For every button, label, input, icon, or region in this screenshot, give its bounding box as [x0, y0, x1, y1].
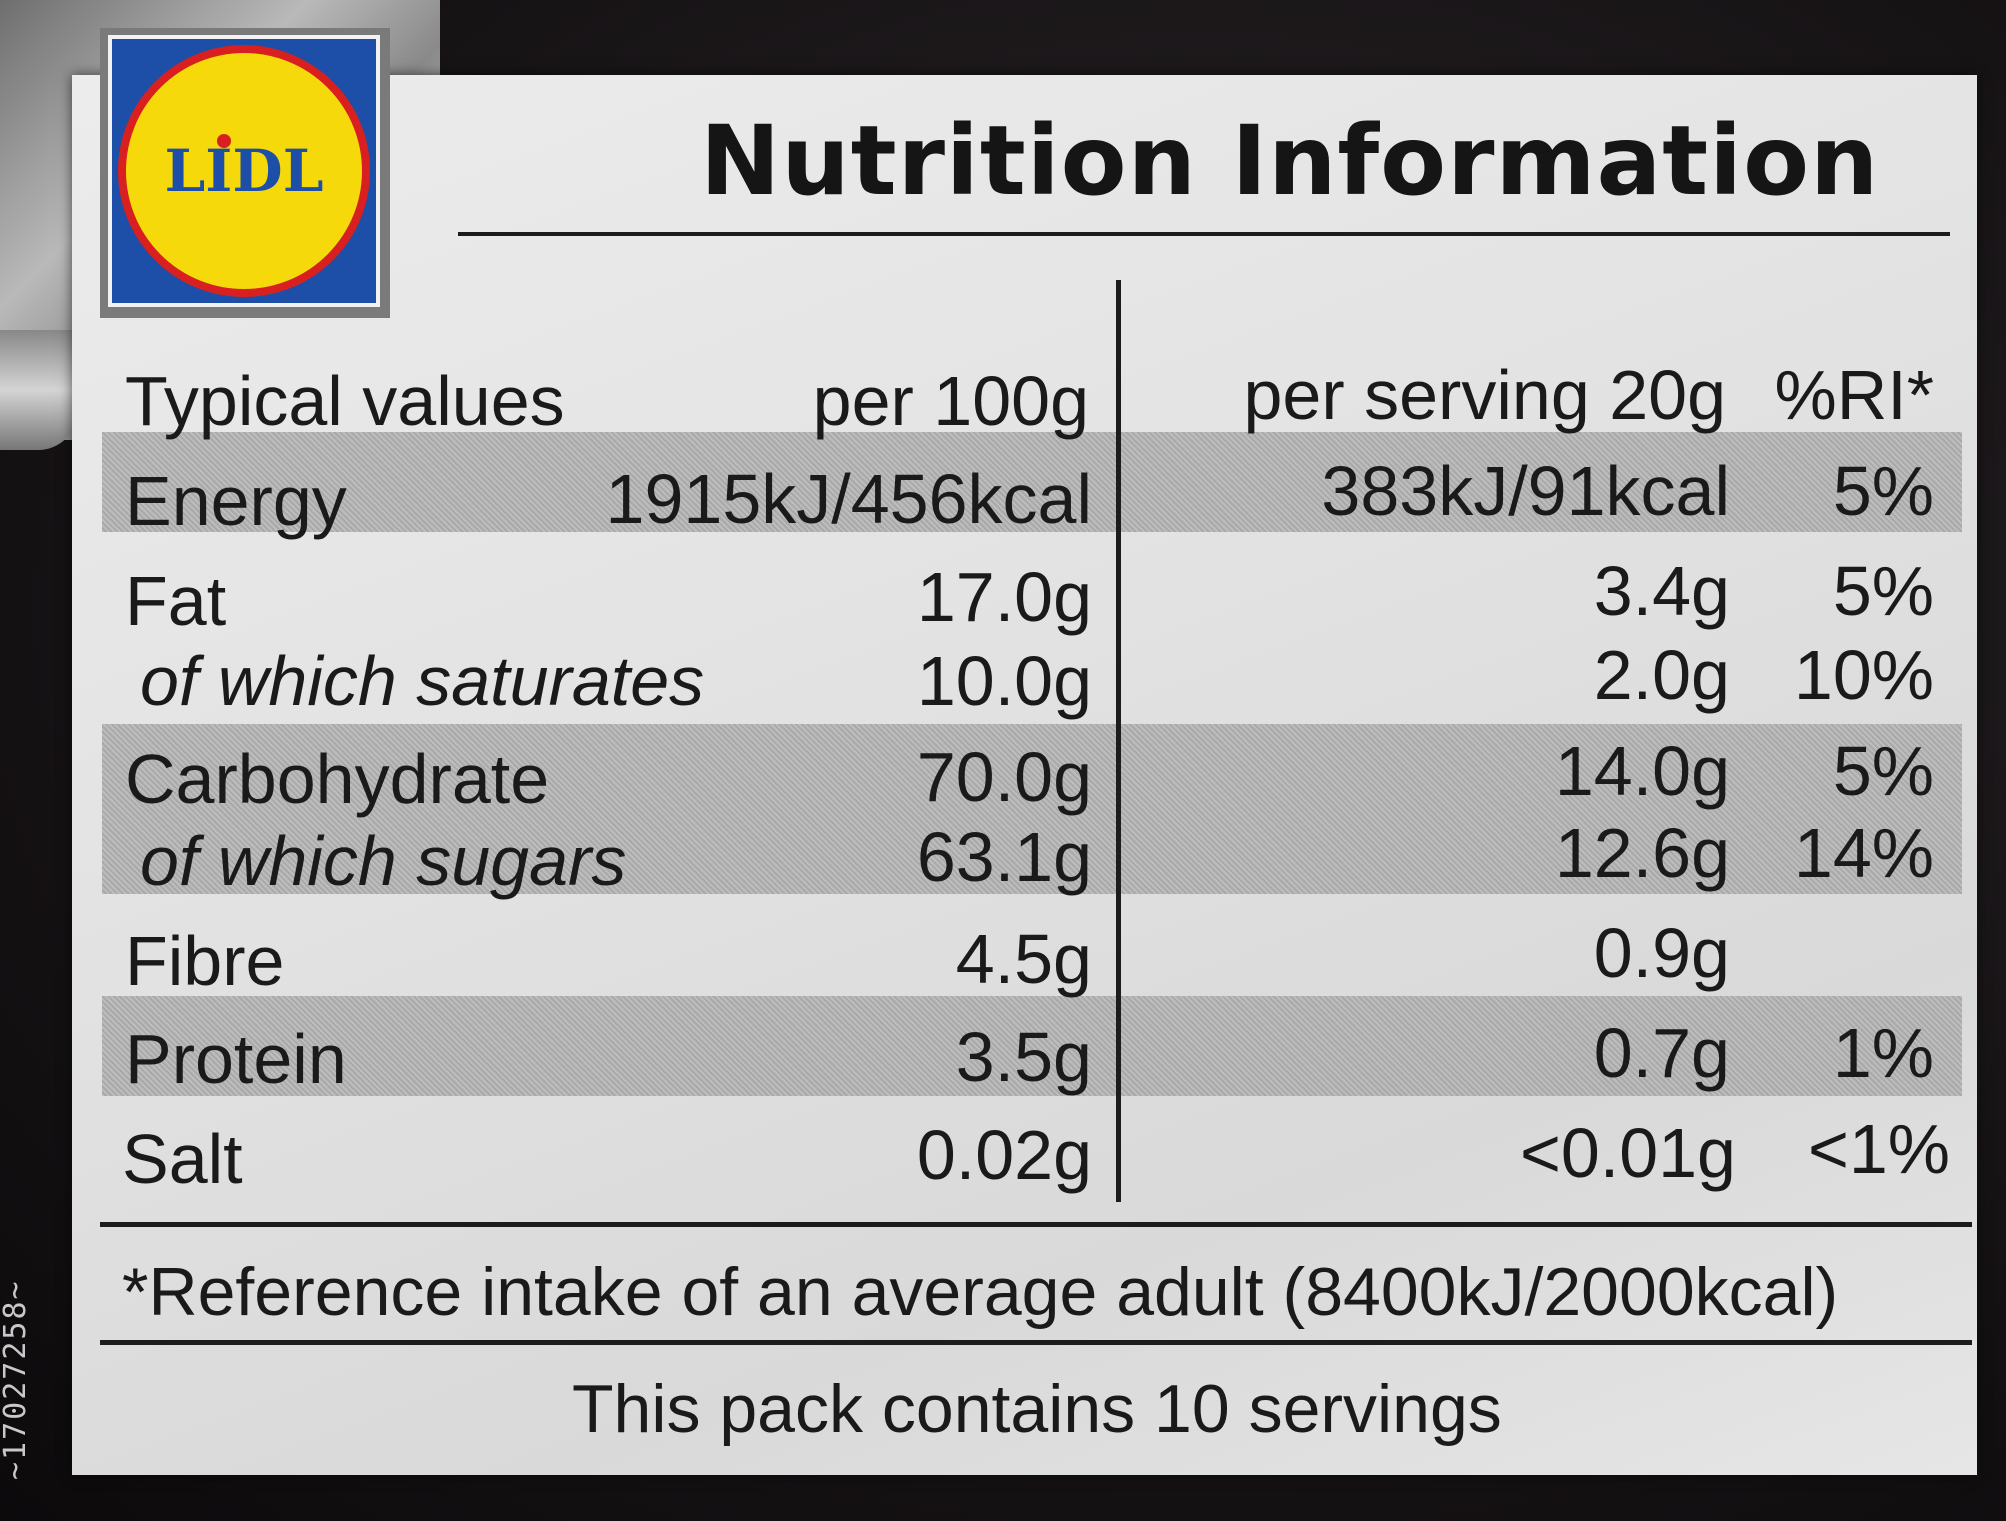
- header-typical-values: Typical values: [125, 362, 565, 440]
- row-fibre-per100: 4.5g: [955, 920, 1092, 998]
- side-code: ~17027258~: [0, 1279, 33, 1480]
- label-curl-edge: [0, 330, 78, 450]
- row-salt-ri: <1%: [1807, 1110, 1950, 1188]
- row-protein-per100: 3.5g: [955, 1018, 1092, 1096]
- row-fibre-serving: 0.9g: [1593, 914, 1730, 992]
- band-protein: [102, 996, 1962, 1096]
- row-energy-serving: 383kJ/91kcal: [1321, 452, 1730, 530]
- row-saturates-ri: 10%: [1793, 636, 1934, 714]
- column-divider: [1116, 280, 1121, 1202]
- row-fat-serving: 3.4g: [1593, 552, 1730, 630]
- row-fat-name: Fat: [125, 562, 227, 640]
- lidl-logo: LIDL: [108, 35, 380, 307]
- row-carbohydrate-name: Carbohydrate: [125, 740, 550, 818]
- row-energy-name: Energy: [125, 462, 347, 540]
- band-energy: [102, 432, 1962, 532]
- row-saturates-per100: 10.0g: [916, 642, 1092, 720]
- page-title: Nutrition Information: [700, 105, 1880, 217]
- row-fat-ri: 5%: [1832, 552, 1934, 630]
- header-ri: %RI*: [1774, 356, 1934, 434]
- servings-note: This pack contains 10 servings: [572, 1371, 1502, 1447]
- band-carbohydrate: [102, 724, 1962, 894]
- row-fat-per100: 17.0g: [916, 558, 1092, 636]
- logo-wordmark: LIDL: [165, 137, 324, 205]
- row-salt-serving: <0.01g: [1519, 1114, 1736, 1192]
- row-energy-ri: 5%: [1832, 452, 1934, 530]
- row-saturates-serving: 2.0g: [1593, 636, 1730, 714]
- footer-rule-top: [100, 1222, 1972, 1227]
- row-saturates-name: of which saturates: [140, 642, 705, 720]
- row-carbohydrate-ri: 5%: [1832, 732, 1934, 810]
- row-energy-per100: 1915kJ/456kcal: [605, 460, 1092, 538]
- row-carbohydrate-per100: 70.0g: [916, 738, 1092, 816]
- row-sugars-name: of which sugars: [140, 822, 627, 900]
- row-protein-serving: 0.7g: [1593, 1014, 1730, 1092]
- title-rule: [458, 232, 1950, 236]
- header-per-100g: per 100g: [812, 362, 1089, 440]
- row-carbohydrate-serving: 14.0g: [1554, 732, 1730, 810]
- reference-note: *Reference intake of an average adult (8…: [122, 1254, 1839, 1330]
- row-salt-per100: 0.02g: [916, 1116, 1092, 1194]
- footer-rule-bottom: [100, 1340, 1972, 1345]
- header-per-serving: per serving 20g: [1243, 356, 1726, 434]
- row-salt-name: Salt: [122, 1120, 243, 1198]
- row-fibre-name: Fibre: [125, 922, 285, 1000]
- row-sugars-per100: 63.1g: [916, 818, 1092, 896]
- row-protein-name: Protein: [125, 1020, 347, 1098]
- row-sugars-serving: 12.6g: [1554, 814, 1730, 892]
- row-sugars-ri: 14%: [1793, 814, 1934, 892]
- lidl-logo-icon: LIDL: [118, 45, 370, 297]
- row-protein-ri: 1%: [1832, 1014, 1934, 1092]
